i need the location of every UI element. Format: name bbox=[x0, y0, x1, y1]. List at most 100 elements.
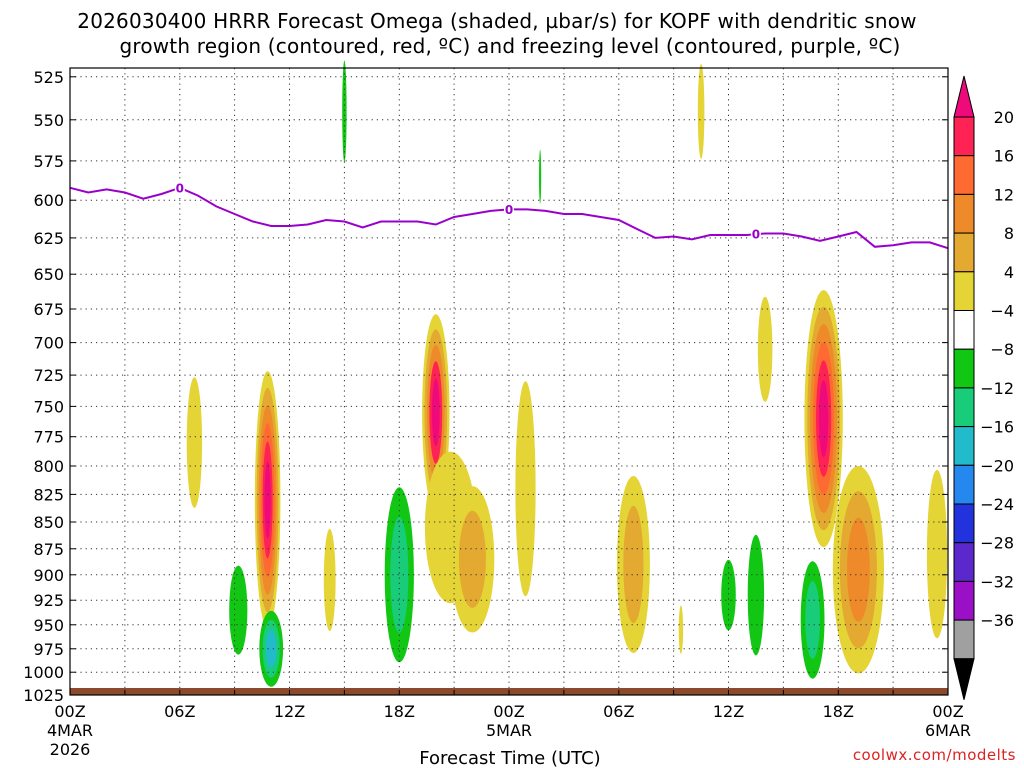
omega-region-0-level-0 bbox=[186, 377, 203, 508]
y-tick-label: 975 bbox=[33, 640, 64, 659]
x-tick-date: 5MAR bbox=[486, 721, 532, 740]
freezing-level-label: 0 bbox=[176, 181, 184, 195]
colorbar-box bbox=[953, 310, 975, 350]
y-tick-label: 600 bbox=[33, 191, 64, 210]
colorbar-label: −24 bbox=[980, 495, 1014, 514]
colorbar-label: 12 bbox=[994, 185, 1014, 204]
colorbar-label: 4 bbox=[1004, 263, 1014, 282]
x-tick-label: 06Z bbox=[603, 702, 634, 721]
omega-region-9-level-0 bbox=[757, 296, 773, 402]
colorbar-box bbox=[953, 155, 975, 195]
omega-colorbar: 20 16 12 8 4 −4 −8 −12 −16 −20 −24 −28 −32 −36 bbox=[953, 75, 1014, 700]
x-tick-label: 00Z bbox=[932, 702, 963, 721]
colorbar-box bbox=[953, 232, 975, 273]
colorbar-label: −8 bbox=[990, 340, 1014, 359]
omega-region-14-level-0 bbox=[342, 60, 347, 163]
colorbar-top-arrow bbox=[953, 75, 975, 118]
x-tick-label: 06Z bbox=[164, 702, 195, 721]
colorbar-label: −36 bbox=[980, 611, 1014, 630]
colorbar-label: −4 bbox=[990, 302, 1014, 321]
x-tick-label: 18Z bbox=[823, 702, 854, 721]
y-tick-label: 875 bbox=[33, 540, 64, 559]
y-tick-label: 700 bbox=[33, 334, 64, 353]
omega-region-7-level-1 bbox=[623, 505, 644, 624]
x-tick-label: 12Z bbox=[274, 702, 305, 721]
colorbar-label: 20 bbox=[994, 108, 1014, 127]
y-tick-label: 900 bbox=[33, 566, 64, 585]
y-tick-label: 725 bbox=[33, 366, 64, 385]
y-tick-label: 825 bbox=[33, 485, 64, 504]
x-axis-label: Forecast Time (UTC) bbox=[419, 748, 600, 768]
colorbar-box bbox=[953, 271, 975, 311]
colorbar-box bbox=[953, 193, 975, 234]
y-tick-label: 750 bbox=[33, 397, 64, 416]
omega-region-13-level-0 bbox=[697, 63, 705, 159]
y-tick-label: 950 bbox=[33, 616, 64, 635]
y-tick-label: 1025 bbox=[23, 686, 64, 705]
freezing-level-label: 0 bbox=[505, 203, 513, 217]
omega-region-5-level-1 bbox=[458, 510, 486, 608]
colorbar-box bbox=[953, 503, 975, 544]
omega-region-1-level-5 bbox=[264, 461, 271, 539]
y-tick-label: 775 bbox=[33, 428, 64, 447]
colorbar-label: 16 bbox=[994, 147, 1014, 166]
x-tick-label: 00Z bbox=[493, 702, 524, 721]
omega-region-8-level-0 bbox=[678, 605, 684, 654]
x-tick-date: 4MAR bbox=[47, 721, 93, 740]
y-tick-label: 550 bbox=[33, 111, 64, 130]
colorbar-label: −32 bbox=[980, 572, 1014, 591]
y-tick-label: 675 bbox=[33, 300, 64, 319]
y-tick-label: 650 bbox=[33, 265, 64, 284]
colorbar-box bbox=[953, 619, 975, 660]
freezing-label-bg bbox=[750, 227, 761, 242]
colorbar-box bbox=[953, 426, 975, 466]
omega-region-16-level-0 bbox=[229, 565, 248, 655]
colorbar-label: −12 bbox=[980, 379, 1014, 398]
y-tick-label: 575 bbox=[33, 152, 64, 171]
omega-region-3-level-4 bbox=[431, 378, 440, 447]
chart-title-line2: growth region (contoured, red, ºC) and f… bbox=[119, 34, 900, 58]
omega-region-19-level-0 bbox=[721, 559, 736, 631]
omega-region-10-level-5 bbox=[818, 380, 829, 458]
omega-region-18-level-1 bbox=[390, 516, 409, 633]
colorbar-box bbox=[953, 116, 975, 157]
colorbar-bottom-arrow bbox=[953, 658, 975, 700]
chart-title-line1: 2026030400 HRRR Forecast Omega (shaded, … bbox=[77, 9, 916, 33]
site-credit: coolwx.com/modelts bbox=[853, 746, 1016, 764]
freezing-level-line bbox=[69, 186, 949, 250]
omega-region-2-level-0 bbox=[323, 528, 336, 632]
colorbar-box bbox=[953, 387, 975, 428]
omega-region-20-level-0 bbox=[747, 534, 765, 656]
grid-lines bbox=[70, 68, 948, 695]
colorbar-label: 8 bbox=[1004, 224, 1014, 243]
freezing-level-label: 0 bbox=[752, 228, 760, 242]
x-tick-label: 12Z bbox=[713, 702, 744, 721]
y-tick-label: 925 bbox=[33, 591, 64, 610]
omega-region-6-level-0 bbox=[515, 381, 536, 597]
freezing-level-contour: 0 0 0 bbox=[69, 180, 949, 250]
y-tick-label: 800 bbox=[33, 457, 64, 476]
omega-region-12-level-0 bbox=[926, 469, 948, 639]
x-tick-date: 6MAR bbox=[925, 721, 971, 740]
x-tick-label: 18Z bbox=[384, 702, 415, 721]
y-tick-label: 850 bbox=[33, 513, 64, 532]
x-tick-year: 2026 bbox=[50, 740, 91, 759]
y-tick-label: 1000 bbox=[23, 663, 64, 682]
colorbar-box bbox=[953, 580, 975, 621]
omega-region-21-level-1 bbox=[805, 581, 820, 659]
pressure-axis: 525 550 575 600 625 650 675 700 725 750 775 800 825 8… bbox=[23, 68, 948, 705]
colorbar-box bbox=[953, 542, 975, 582]
freezing-label-bg bbox=[174, 180, 185, 195]
y-tick-label: 525 bbox=[33, 68, 64, 87]
freezing-label-bg bbox=[504, 202, 514, 217]
colorbar-label: −20 bbox=[980, 456, 1014, 475]
omega-region-17-level-2 bbox=[265, 629, 277, 668]
y-tick-label: 625 bbox=[33, 229, 64, 248]
omega-region-11-level-2 bbox=[847, 517, 870, 622]
x-tick-label: 00Z bbox=[54, 702, 85, 721]
colorbar-label: −28 bbox=[980, 534, 1014, 553]
colorbar-box bbox=[953, 348, 975, 389]
omega-shading bbox=[186, 60, 948, 687]
